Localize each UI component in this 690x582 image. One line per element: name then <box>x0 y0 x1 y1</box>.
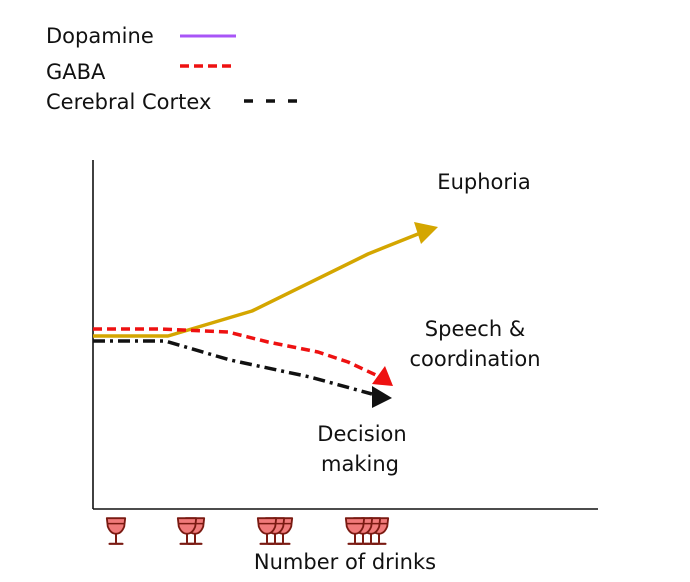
legend-item-gaba: GABA <box>46 60 236 84</box>
wine-glass-icon <box>105 517 127 545</box>
speech-label-line2: coordination <box>409 347 540 371</box>
euphoria-label: Euphoria <box>437 170 530 194</box>
speech-arrowhead <box>372 366 393 386</box>
drink-group-3 <box>256 517 294 545</box>
x-axis-label: Number of drinks <box>254 550 436 574</box>
wine-glass-icon <box>344 517 366 545</box>
drink-groups <box>105 517 390 545</box>
decision-label-line1: Decision <box>317 422 406 446</box>
speech-label-line1: Speech & <box>425 317 525 341</box>
drink-group-1 <box>105 517 127 545</box>
legend-label-dopamine: Dopamine <box>46 24 154 48</box>
legend-item-dopamine: Dopamine <box>46 24 236 48</box>
drink-group-2 <box>176 517 206 545</box>
decision-line <box>93 339 373 396</box>
decision-curve <box>93 339 392 408</box>
decision-arrowhead <box>372 386 392 408</box>
speech-curve <box>93 327 393 386</box>
euphoria-line <box>93 232 419 338</box>
legend-label-gaba: GABA <box>46 60 106 84</box>
euphoria-arrowhead <box>414 222 438 244</box>
wine-glass-icon <box>176 517 198 545</box>
euphoria-curve <box>93 222 438 338</box>
drink-group-4 <box>344 517 390 545</box>
decision-label-line2: making <box>321 452 399 476</box>
speech-line <box>93 327 379 378</box>
legend: Dopamine GABA Cerebral Cortex <box>46 24 304 114</box>
legend-item-cerebral-cortex: Cerebral Cortex <box>46 90 304 114</box>
legend-label-cerebral-cortex: Cerebral Cortex <box>46 90 211 114</box>
wine-glass-icon <box>256 517 278 545</box>
